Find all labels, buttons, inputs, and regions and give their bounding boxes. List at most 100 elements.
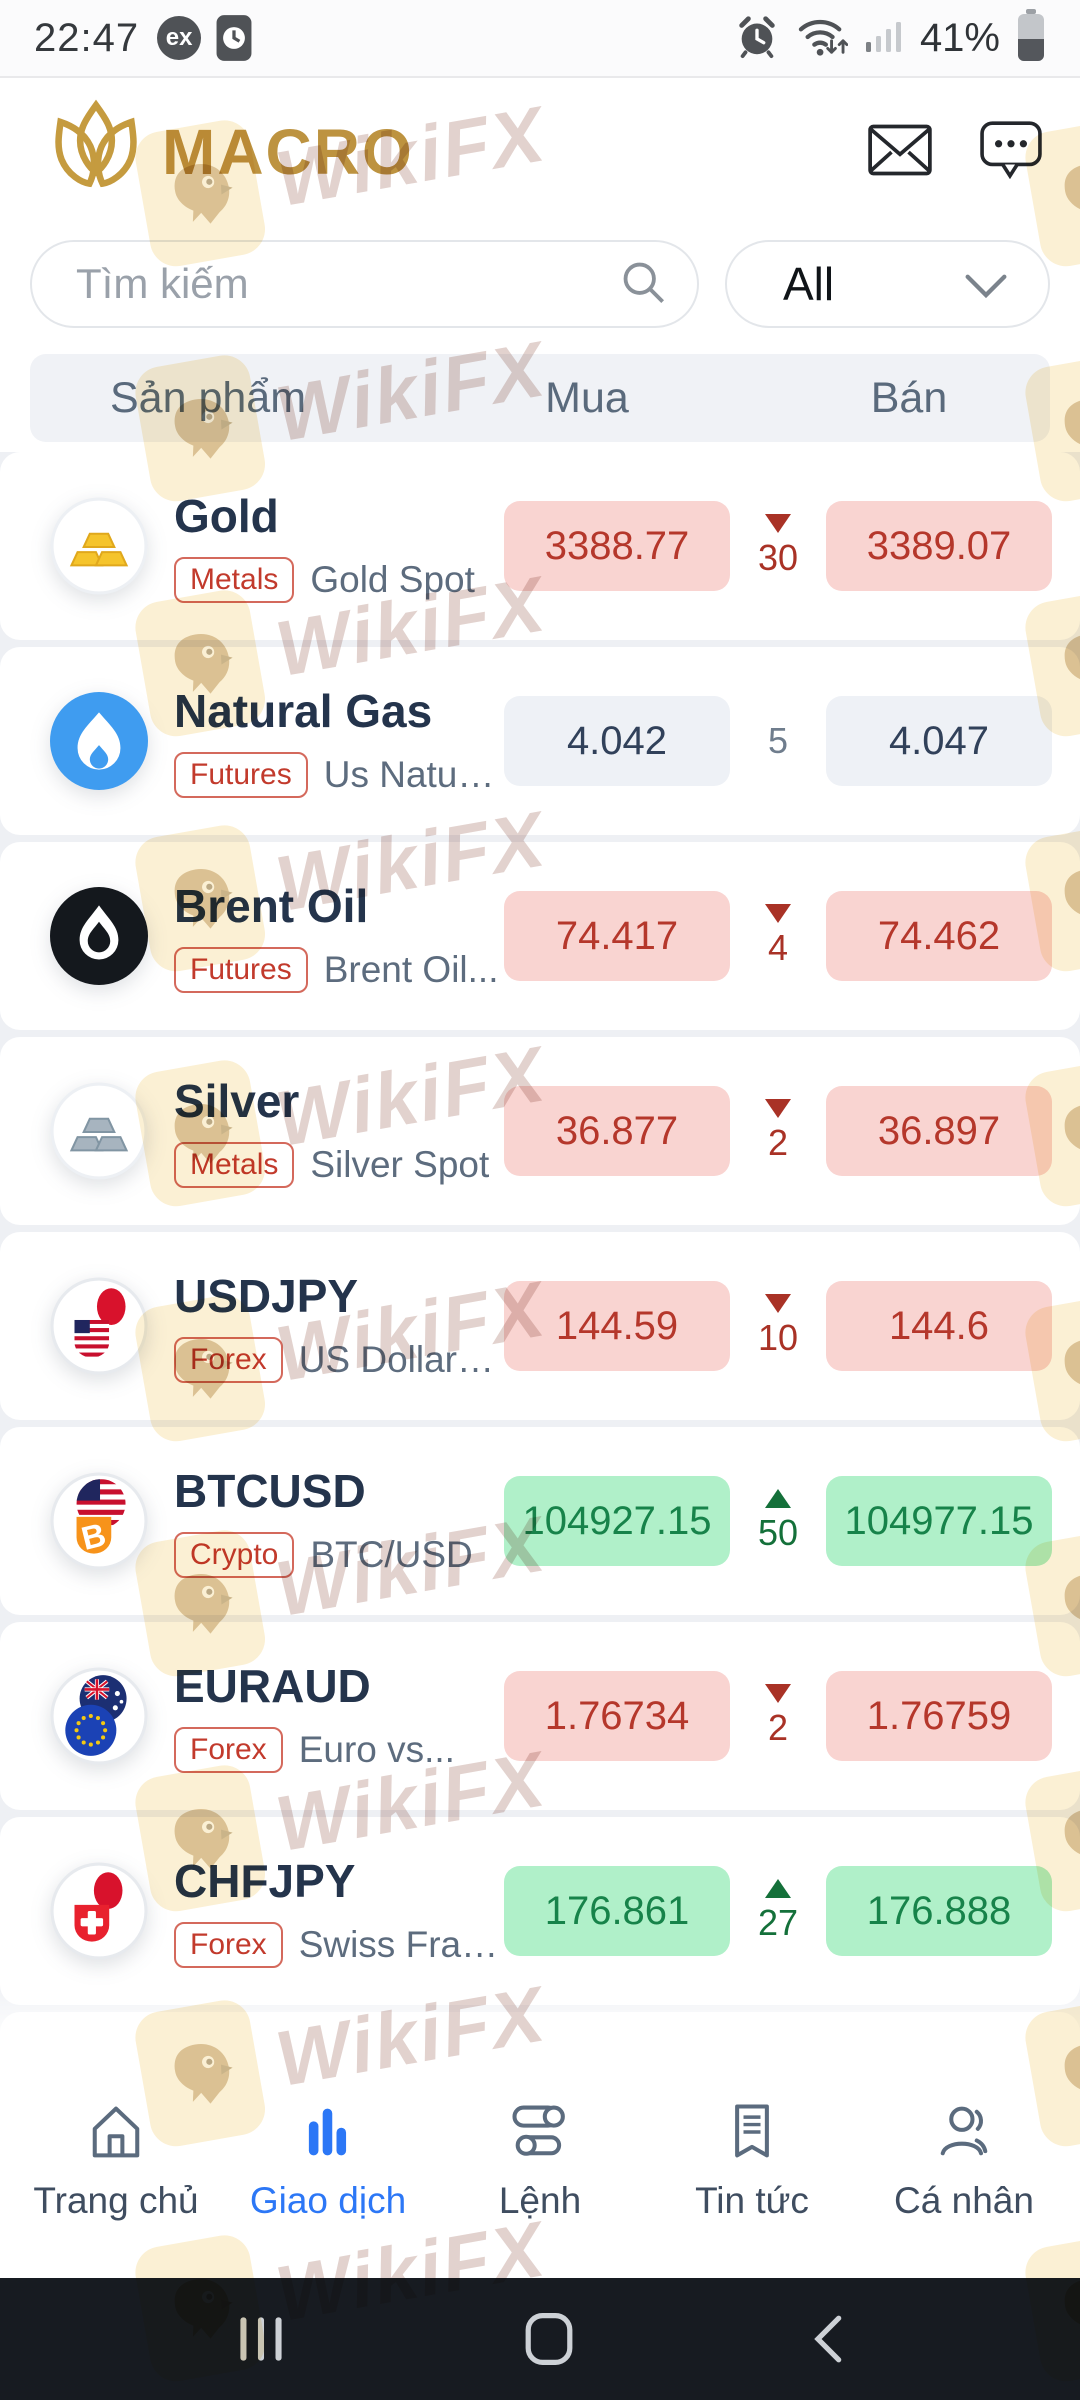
tab-item-orders-sliders[interactable]: Lệnh xyxy=(455,2098,625,2222)
spread-indicator: 10 xyxy=(730,1293,826,1359)
spread-indicator: 50 xyxy=(730,1488,826,1554)
sell-price-button[interactable]: 176.888 xyxy=(826,1866,1052,1956)
column-buy: Mua xyxy=(545,373,629,422)
sell-price-button[interactable]: 4.047 xyxy=(826,696,1052,786)
spread-arrow-icon xyxy=(765,513,791,533)
spread-indicator: 5 xyxy=(730,720,826,762)
battery-percent-text: 41% xyxy=(919,15,1000,60)
tab-icon xyxy=(506,2098,574,2166)
instrument-icon xyxy=(50,1862,148,1960)
brand-logo: MACRO xyxy=(38,94,414,211)
chat-icon[interactable] xyxy=(980,120,1042,184)
instrument-icon xyxy=(50,1667,148,1765)
spread-value: 2 xyxy=(767,1706,789,1748)
instrument-name: Gold xyxy=(174,490,279,542)
buy-price-button[interactable]: 1.76734 xyxy=(504,1671,730,1761)
sell-price-button[interactable] xyxy=(826,2061,1052,2072)
market-row[interactable]: Silver Metals Silver Spot 36.877 2 36.89… xyxy=(0,1037,1080,1225)
instrument-icon xyxy=(50,692,148,790)
market-row[interactable]: Natural Gas Futures Us Natural... 4.042 … xyxy=(0,647,1080,835)
sell-price-button[interactable]: 144.6 xyxy=(826,1281,1052,1371)
table-header: Sản phẩm Mua Bán xyxy=(30,354,1050,442)
market-row[interactable]: Brent Oil Futures Brent Oil... 74.417 4 … xyxy=(0,842,1080,1030)
category-filter-dropdown[interactable]: All xyxy=(725,240,1050,328)
brand-name: MACRO xyxy=(162,116,414,188)
search-input[interactable] xyxy=(74,259,619,309)
category-badge: Forex xyxy=(174,1337,283,1383)
instrument-icon xyxy=(50,2057,148,2072)
search-box[interactable] xyxy=(30,240,699,328)
sell-price-button[interactable]: 104977.15 xyxy=(826,1476,1052,1566)
instrument-description: BTC/USD xyxy=(310,1534,473,1575)
lotus-logo-icon xyxy=(38,94,154,211)
wifi-arrows-icon xyxy=(796,14,849,63)
spread-value: 4 xyxy=(767,926,789,968)
instrument-description: Silver Spot xyxy=(310,1144,490,1185)
screenshot-badge-icon xyxy=(215,14,253,62)
alarm-icon xyxy=(734,13,780,64)
sell-price-button[interactable]: 74.462 xyxy=(826,891,1052,981)
market-row[interactable]: B BTCUSD Crypto BTC/USD 104927.15 50 104… xyxy=(0,1427,1080,1615)
battery-icon xyxy=(1016,8,1046,68)
market-row[interactable]: USDJPY Forex US Dollar v... 144.59 10 14… xyxy=(0,1232,1080,1420)
buy-price-button[interactable]: 3388.77 xyxy=(504,501,730,591)
tab-item-news[interactable]: Tin tức xyxy=(667,2098,837,2222)
market-row[interactable]: Gold Metals Gold Spot 3388.77 30 3389.07 xyxy=(0,452,1080,640)
instrument-name: Natural Gas xyxy=(174,685,433,737)
tab-icon xyxy=(82,2098,150,2166)
sell-price-button[interactable]: 3389.07 xyxy=(826,501,1052,591)
buy-price-button[interactable] xyxy=(504,2061,730,2072)
instrument-icon xyxy=(50,887,148,985)
ex-notification-icon: ex xyxy=(157,16,202,60)
buy-price-button[interactable]: 104927.15 xyxy=(504,1476,730,1566)
spread-indicator: 4 xyxy=(730,903,826,969)
spread-arrow-icon xyxy=(765,1488,791,1508)
instrument-description: Euro vs... xyxy=(298,1729,455,1770)
instrument-icon: B xyxy=(50,1472,148,1570)
tab-item-profile[interactable]: Cá nhân xyxy=(879,2098,1049,2222)
status-bar: 22:47 ex 41% xyxy=(0,0,1080,78)
sell-price-button[interactable]: 1.76759 xyxy=(826,1671,1052,1761)
tab-label: Cá nhân xyxy=(894,2180,1034,2221)
tab-label: Tin tức xyxy=(695,2180,809,2221)
instrument-name: USDJPY xyxy=(174,1270,359,1322)
category-badge: Forex xyxy=(174,1922,283,1968)
instrument-description: Swiss Fran... xyxy=(298,1924,504,1965)
back-icon[interactable] xyxy=(809,2313,845,2365)
category-badge: Forex xyxy=(174,1727,283,1773)
category-badge: Futures xyxy=(174,947,308,993)
home-button-icon[interactable] xyxy=(523,2310,575,2368)
market-row[interactable]: EURAUD Forex Euro vs... 1.76734 2 1.7675… xyxy=(0,1622,1080,1810)
buy-price-button[interactable]: 176.861 xyxy=(504,1866,730,1956)
spread-indicator: 27 xyxy=(730,1878,826,1944)
instrument-info: BTCUSD Crypto BTC/USD xyxy=(174,1464,504,1578)
chevron-down-icon xyxy=(964,257,1008,311)
bottom-tab-bar: Trang chủ Giao dịch Lệnh Tin tức Cá nhân xyxy=(0,2072,1080,2278)
filter-value: All xyxy=(783,258,835,310)
spread-arrow-icon xyxy=(765,1098,791,1118)
spread-value: 27 xyxy=(757,1901,799,1943)
buy-price-button[interactable]: 36.877 xyxy=(504,1086,730,1176)
buy-price-button[interactable]: 74.417 xyxy=(504,891,730,981)
mail-icon[interactable] xyxy=(868,124,932,181)
instrument-info: EURAUD Forex Euro vs... xyxy=(174,1659,504,1773)
sell-price-button[interactable]: 36.897 xyxy=(826,1086,1052,1176)
market-row[interactable] xyxy=(0,2012,1080,2072)
buy-price-button[interactable]: 4.042 xyxy=(504,696,730,786)
column-sell: Bán xyxy=(870,373,948,422)
market-row[interactable]: CHFJPY Forex Swiss Fran... 176.861 27 17… xyxy=(0,1817,1080,2005)
buy-price-button[interactable]: 144.59 xyxy=(504,1281,730,1371)
spread-value: 50 xyxy=(757,1511,799,1553)
recents-icon[interactable] xyxy=(235,2312,289,2366)
clock-text: 22:47 xyxy=(34,15,140,60)
instrument-icon xyxy=(50,1082,148,1180)
spread-value: 2 xyxy=(767,1121,789,1163)
category-badge: Metals xyxy=(174,557,295,603)
tab-item-home[interactable]: Trang chủ xyxy=(31,2098,201,2222)
instrument-icon xyxy=(50,497,148,595)
android-nav-bar xyxy=(0,2278,1080,2400)
tab-item-trade-chart[interactable]: Giao dịch xyxy=(243,2098,413,2222)
instrument-name: Silver xyxy=(174,1075,300,1127)
signal-bars-icon xyxy=(864,16,904,61)
spread-value: 10 xyxy=(757,1316,799,1358)
